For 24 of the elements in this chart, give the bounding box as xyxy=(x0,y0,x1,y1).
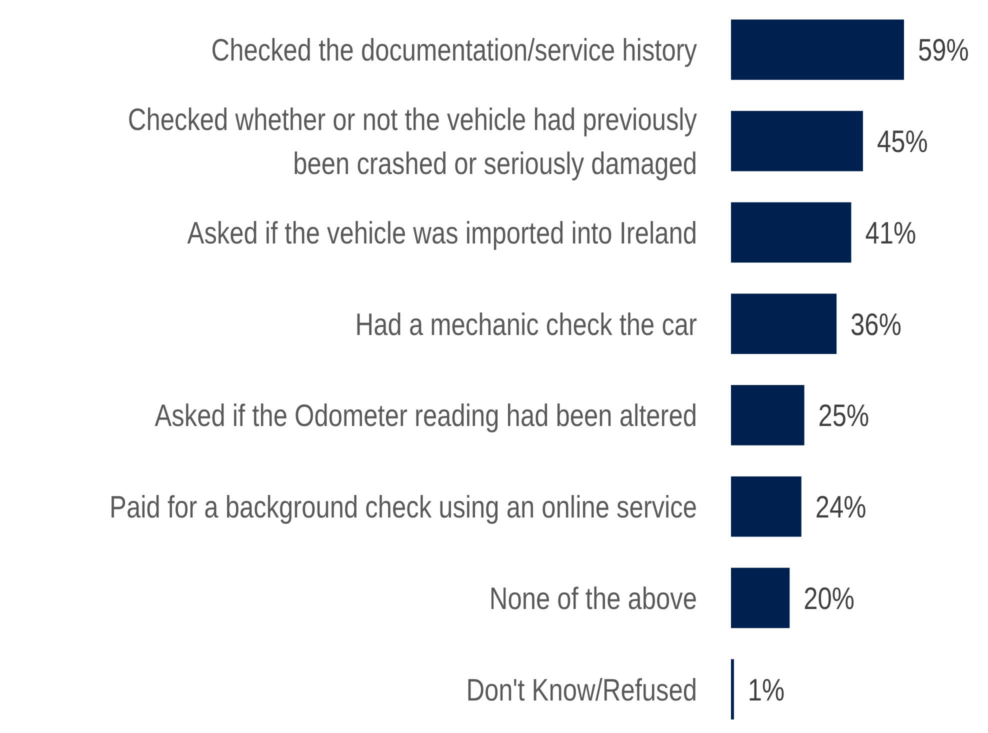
bar xyxy=(731,568,790,628)
bar xyxy=(731,385,804,446)
bar xyxy=(731,110,863,172)
data-label: 20% xyxy=(804,582,854,617)
y-tick-label: Don't Know/Refused xyxy=(466,672,697,708)
bar xyxy=(731,659,734,720)
bar xyxy=(731,202,852,263)
bar xyxy=(731,20,904,80)
data-label: 59% xyxy=(918,33,969,68)
y-tick-label: Asked if the Odometer reading had been altered xyxy=(154,398,697,434)
bar xyxy=(731,476,802,537)
y-tick-label: Checked whether or not the vehicle had previously been crashed or seriously damaged xyxy=(128,102,698,182)
data-label: 25% xyxy=(818,398,870,434)
data-label: 36% xyxy=(850,307,902,342)
data-label: 45% xyxy=(876,124,928,160)
y-tick-label: Checked the documentation/service history xyxy=(211,33,698,68)
y-tick-label: Had a mechanic check the car xyxy=(355,307,697,342)
y-tick-label: Paid for a background check using an online service xyxy=(110,490,697,526)
data-label: 1% xyxy=(748,672,785,708)
bar xyxy=(731,294,837,354)
y-tick-label: None of the above xyxy=(489,582,697,617)
data-label: 24% xyxy=(815,490,866,526)
y-tick-label: Asked if the vehicle was imported into Ireland xyxy=(187,216,697,252)
data-label: 41% xyxy=(865,216,916,252)
